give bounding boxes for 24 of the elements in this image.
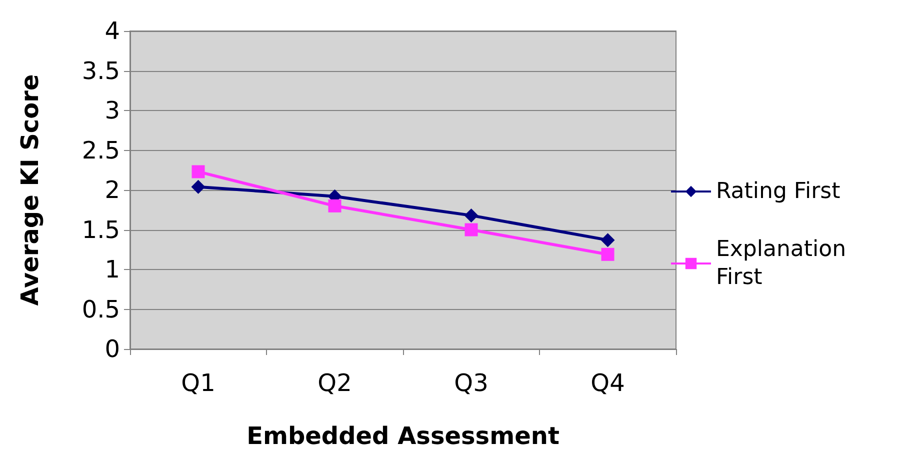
y-tick-label: 2 [104,176,120,204]
x-tick-label: Q2 [318,369,352,397]
y-tick-label: 1 [104,256,120,284]
legend-label: Explanation First [716,237,854,290]
y-axis-title: Average KI Score [16,74,44,306]
point [191,180,206,194]
x-tick-label: Q3 [454,369,488,397]
y-tick-label: 0 [104,335,120,363]
y-tick-label: 2.5 [82,136,120,164]
point [600,233,615,248]
y-tick-label: 3 [104,96,120,124]
point [464,223,478,236]
y-tick-label: 0.5 [82,295,120,324]
x-tick-label: Q1 [181,369,216,397]
y-tick-label: 1.5 [82,216,120,244]
point [328,199,342,212]
x-axis-title: Embedded Assessment [246,422,560,450]
point [464,208,478,222]
point [601,248,614,261]
x-tick-label: Q4 [590,369,625,397]
point [192,165,205,178]
y-tick-label: 4 [104,17,120,45]
legend-label: Rating First [716,179,841,204]
y-tick-label: 3.5 [82,56,120,85]
